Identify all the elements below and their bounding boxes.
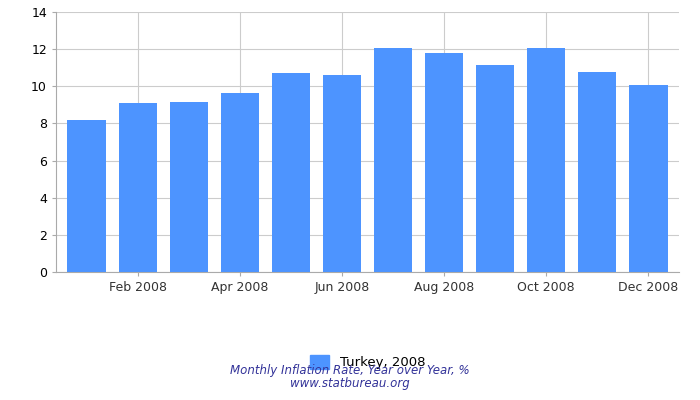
Bar bbox=[374, 48, 412, 272]
Text: www.statbureau.org: www.statbureau.org bbox=[290, 377, 410, 390]
Bar bbox=[169, 102, 208, 272]
Bar bbox=[67, 120, 106, 272]
Bar bbox=[476, 65, 514, 272]
Bar bbox=[527, 48, 566, 272]
Legend: Turkey, 2008: Turkey, 2008 bbox=[304, 350, 430, 375]
Bar bbox=[220, 93, 259, 272]
Bar bbox=[118, 103, 157, 272]
Bar bbox=[272, 72, 310, 272]
Bar bbox=[578, 72, 617, 272]
Bar bbox=[323, 75, 361, 272]
Bar bbox=[629, 85, 668, 272]
Bar bbox=[425, 54, 463, 272]
Text: Monthly Inflation Rate, Year over Year, %: Monthly Inflation Rate, Year over Year, … bbox=[230, 364, 470, 377]
